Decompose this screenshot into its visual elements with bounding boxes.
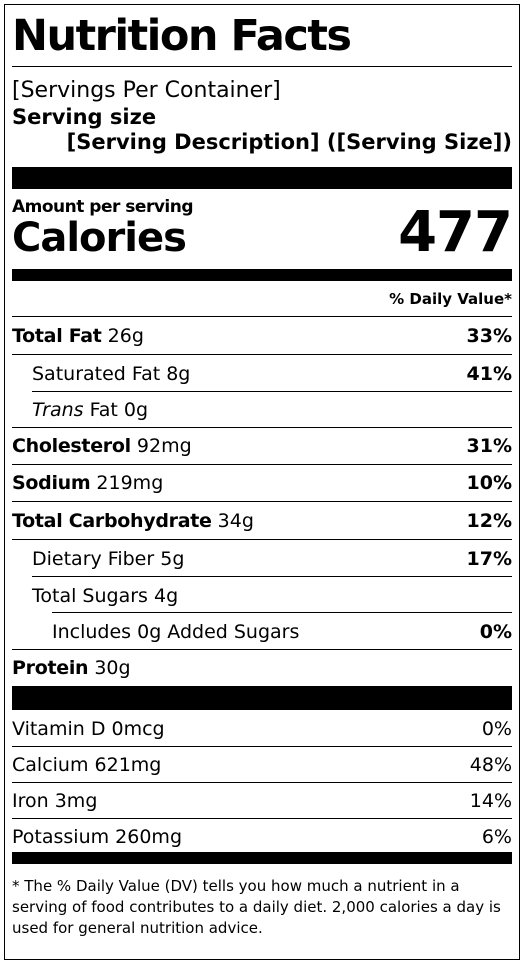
divider [12,427,512,428]
nutrient-name: Cholesterol [12,435,131,457]
vitamin-name: Iron [12,790,49,812]
thick-divider [12,167,512,189]
nutrient-row-total-carbohydrate: Total Carbohydrate 34g 12% [12,503,512,539]
nutrient-name: Protein [12,657,89,679]
vitamin-amount: 621mg [94,754,162,776]
divider [12,354,512,355]
daily-value-header: % Daily Value* [389,290,512,308]
nutrient-amount: 34g [217,510,254,532]
nutrient-daily-value: 10% [466,472,512,494]
nutrient-amount: 26g [107,325,144,347]
nutrient-row-added-sugars: Includes 0g Added Sugars 0% [12,614,512,650]
label-title: Nutrition Facts [12,11,352,61]
nutrient-row-dietary-fiber: Dietary Fiber 5g 17% [12,541,512,577]
nutrient-amount: 30g [94,657,131,679]
daily-value-footnote: * The % Daily Value (DV) tells you how m… [12,877,501,937]
divider [12,818,512,819]
servings-per-container: [Servings Per Container] [12,78,281,103]
divider [12,782,512,783]
divider [52,612,512,613]
nutrient-amount: 8g [166,363,191,385]
vitamin-daily-value: 14% [469,790,512,812]
divider [12,539,512,540]
divider [12,649,512,650]
vitamin-row-calcium: Calcium 621mg 48% [12,747,512,783]
nutrient-daily-value: 33% [466,325,512,347]
divider [32,576,512,577]
divider [32,391,512,392]
nutrient-amount: 0g [123,399,149,421]
nutrition-label-border [4,4,520,960]
nutrient-name: Total Fat [12,325,102,347]
nutrient-name-suffix: Fat [89,399,118,421]
nutrient-daily-value: 12% [466,510,512,532]
nutrient-row-total-sugars: Total Sugars 4g [12,578,512,614]
calories-value: 477 [398,200,513,265]
nutrient-name: Total Carbohydrate [12,510,212,532]
vitamin-row-vitamin-d: Vitamin D 0mcg 0% [12,711,512,747]
nutrient-row-cholesterol: Cholesterol 92mg 31% [12,428,512,464]
nutrient-amount: 219mg [96,472,164,494]
nutrient-amount: 92mg [136,435,192,457]
nutrient-amount: 4g [153,585,179,607]
divider [12,66,512,67]
vitamin-name: Calcium [12,754,89,776]
nutrient-daily-value: 17% [466,548,512,570]
calories-label: Calories [12,215,187,261]
nutrient-row-trans-fat: Trans Fat 0g [12,392,512,428]
nutrient-daily-value: 0% [479,621,512,643]
thick-divider [12,686,512,710]
nutrient-name: Includes 0g Added Sugars [52,621,300,643]
nutrient-daily-value: 31% [466,435,512,457]
nutrient-name: Saturated Fat [32,363,161,385]
medium-divider [12,852,512,864]
amount-per-serving: Amount per serving [12,197,194,217]
vitamin-amount: 3mg [54,790,98,812]
nutrient-name: Trans [32,399,84,421]
vitamin-row-potassium: Potassium 260mg 6% [12,819,512,855]
vitamin-name: Vitamin D [12,718,106,740]
divider [12,746,512,747]
vitamin-row-iron: Iron 3mg 14% [12,783,512,819]
nutrient-row-saturated-fat: Saturated Fat 8g 41% [12,356,512,392]
nutrient-name: Total Sugars [32,585,148,607]
medium-divider [12,269,512,281]
serving-size-label: Serving size [12,105,157,129]
vitamin-name: Potassium [12,826,110,848]
vitamin-amount: 260mg [115,826,183,848]
nutrient-name: Dietary Fiber [32,548,155,570]
nutrient-row-sodium: Sodium 219mg 10% [12,465,512,501]
vitamin-amount: 0mcg [111,718,165,740]
vitamin-daily-value: 6% [481,826,512,848]
vitamin-daily-value: 0% [481,718,512,740]
serving-description: [Serving Description] ([Serving Size]) [66,130,512,154]
nutrient-row-total-fat: Total Fat 26g 33% [12,318,512,354]
divider [12,501,512,502]
nutrient-daily-value: 41% [466,363,512,385]
vitamin-daily-value: 48% [469,754,512,776]
nutrient-row-protein: Protein 30g [12,650,512,686]
nutrient-name: Sodium [12,472,91,494]
divider [12,316,512,317]
nutrient-amount: 5g [160,548,185,570]
divider [12,464,512,465]
